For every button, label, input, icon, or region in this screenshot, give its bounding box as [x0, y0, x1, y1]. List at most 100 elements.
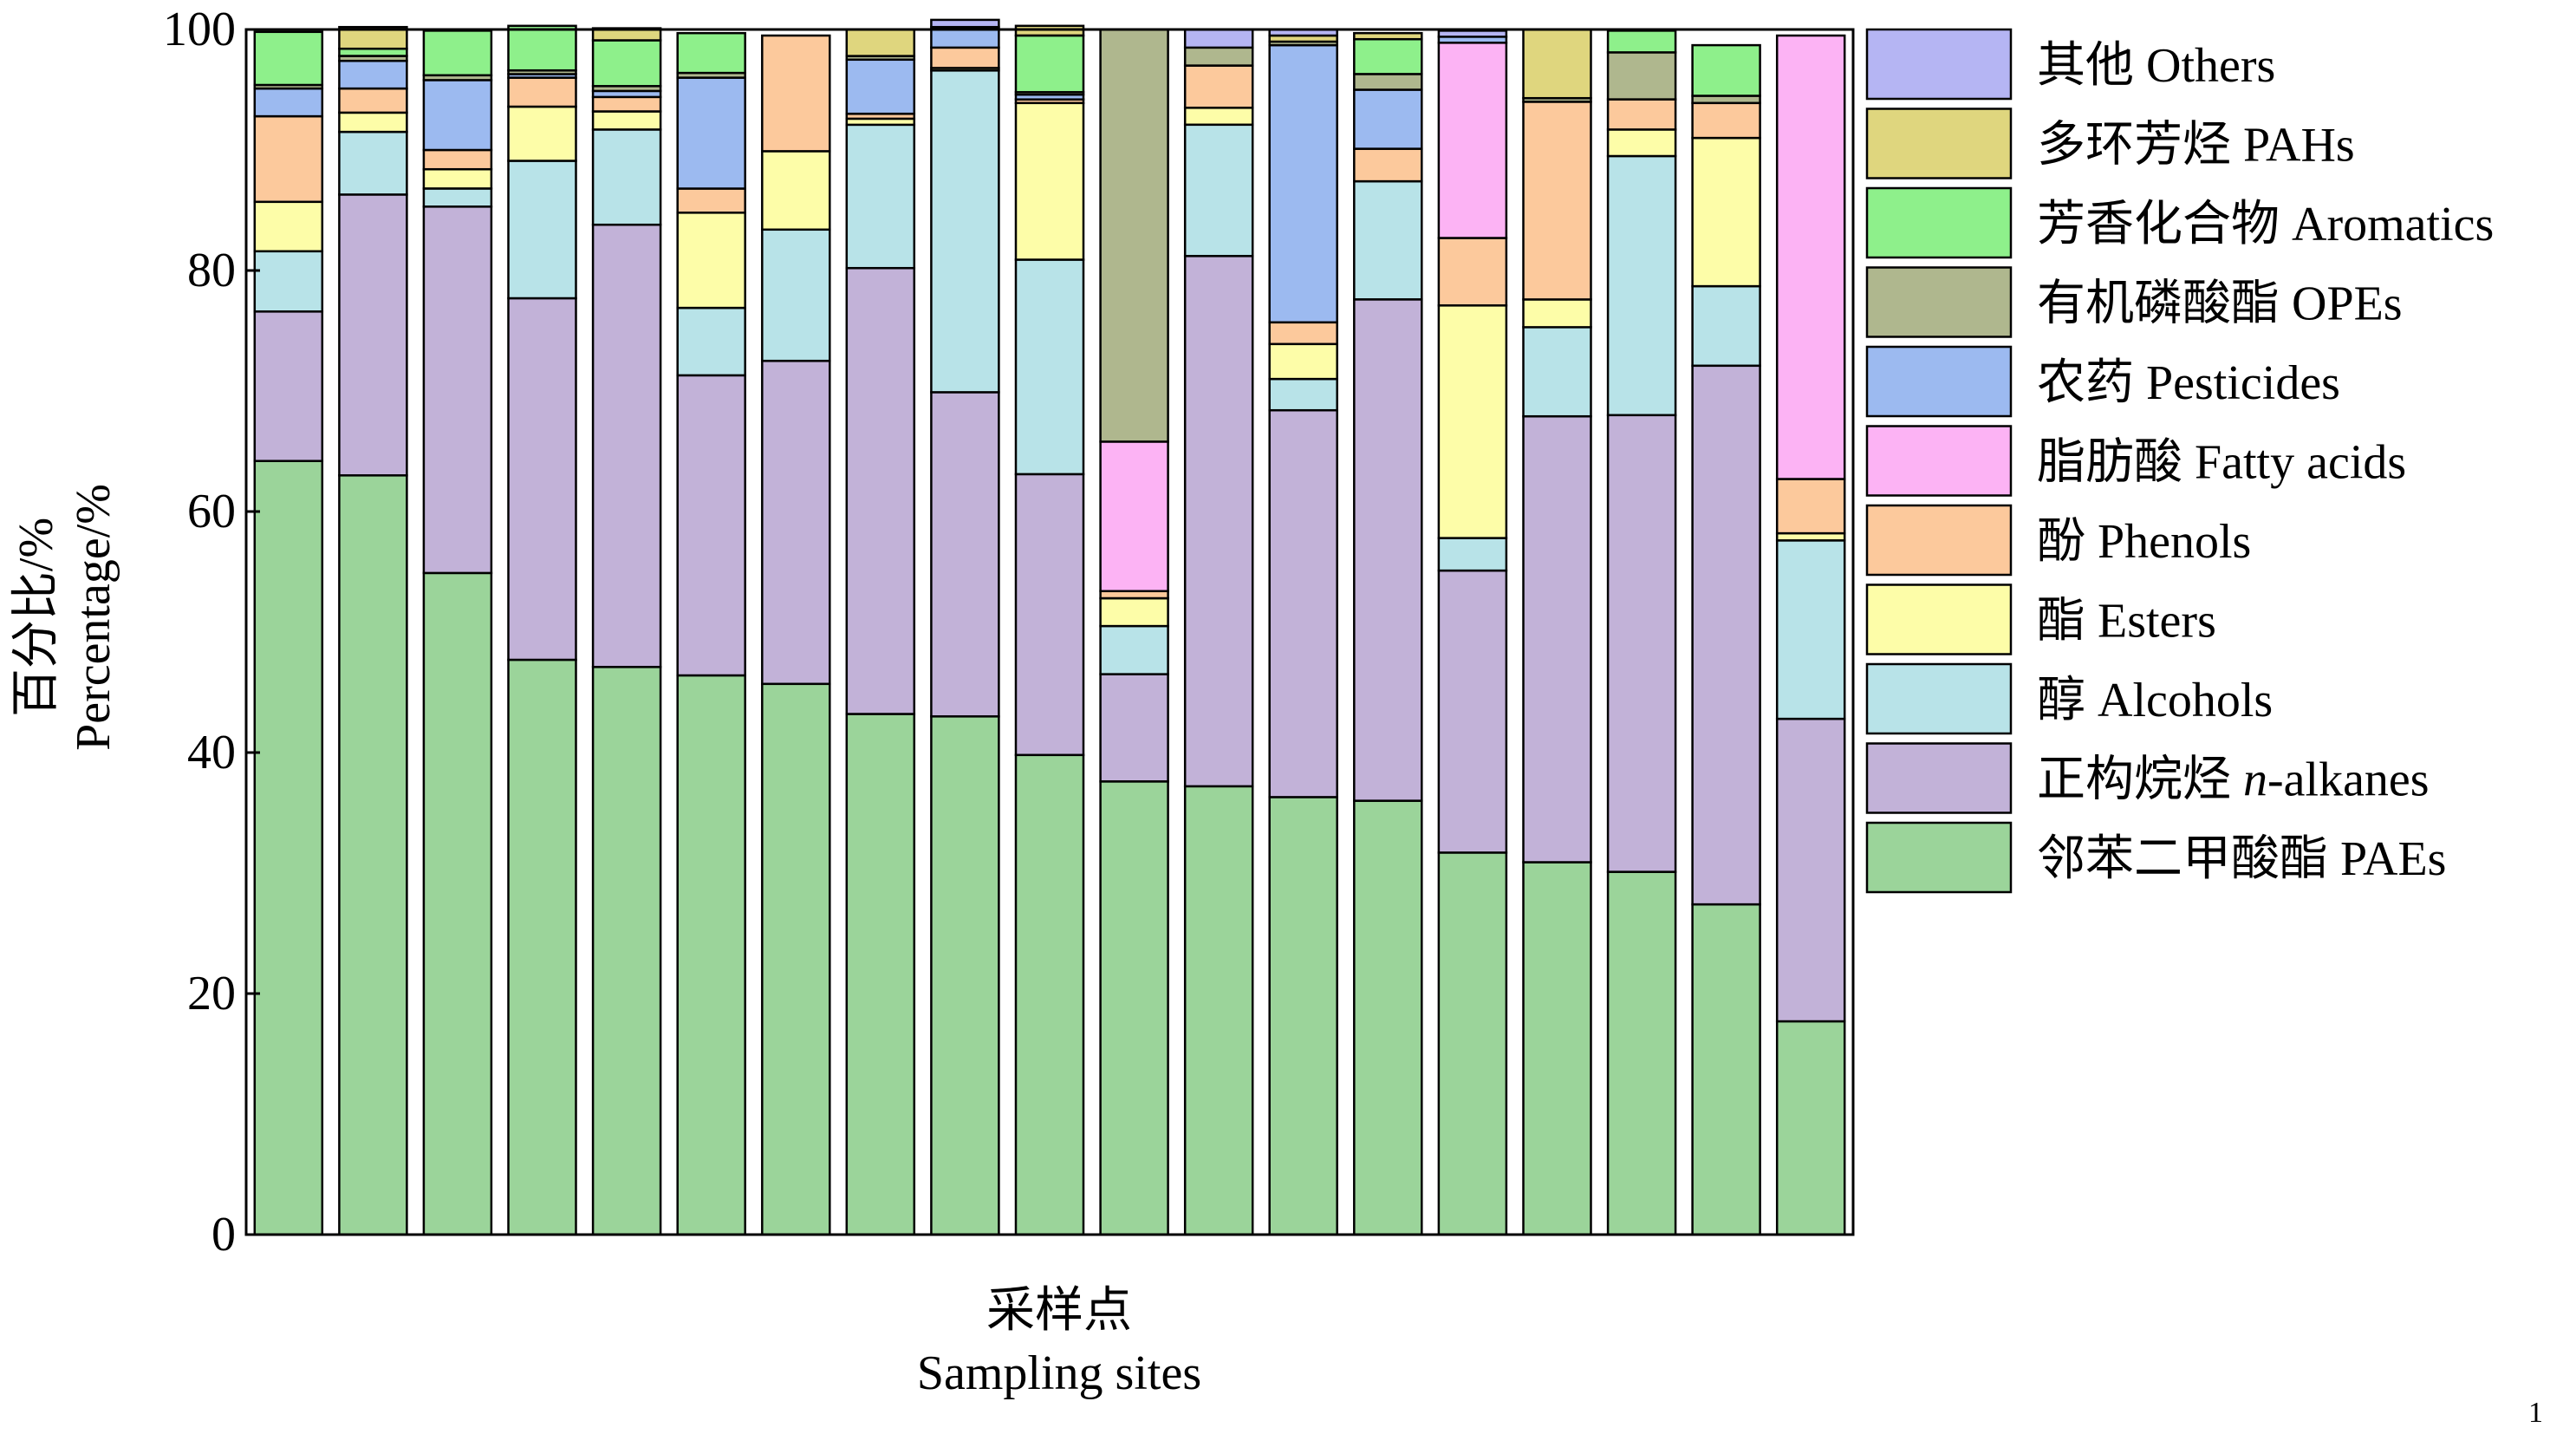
legend-item-alkanes: 正构烷烃 n-alkanes	[1865, 742, 2430, 814]
bar-segment-alkanes	[1014, 473, 1085, 757]
bar-segment-esters	[1522, 298, 1592, 329]
bar-segment-alcohols	[1268, 377, 1338, 412]
bar-segment-alcohols	[1775, 539, 1846, 720]
bar-segment-pesticides	[338, 59, 408, 90]
bar-segment-opes	[1099, 28, 1169, 443]
legend-label: 邻苯二甲酸酯 PAEs	[2037, 832, 2446, 886]
bars-layer	[253, 18, 1846, 1236]
legend-label: 醇 Alcohols	[2037, 674, 2273, 727]
bar-segment-alkanes	[422, 205, 493, 575]
bar-segment-aromatics	[253, 30, 324, 87]
bar-stack	[1691, 43, 1761, 1236]
bar-segment-esters	[1014, 101, 1085, 261]
bar-segment-paes	[1606, 870, 1677, 1236]
bar-segment-phenols	[591, 95, 662, 113]
bar-segment-paes	[1691, 903, 1761, 1236]
bar-segment-alcohols	[1691, 284, 1761, 368]
bar-segment-esters	[507, 105, 577, 162]
bar-stack	[761, 34, 831, 1236]
bar-segment-phenols	[253, 114, 324, 204]
legend-item-pahs: 多环芳烃 PAHs	[1865, 108, 2355, 179]
bar-segment-phenols	[1268, 321, 1338, 346]
bar-segment-alkanes	[1775, 717, 1846, 1023]
bar-segment-esters	[1437, 304, 1508, 539]
legend-item-fatty_acids: 脂肪酸 Fatty acids	[1865, 425, 2406, 497]
bar-stack	[338, 25, 408, 1236]
bar-segment-esters	[1183, 107, 1254, 127]
bar-segment-paes	[1183, 785, 1254, 1236]
bar-stack	[422, 29, 493, 1236]
bar-segment-others	[930, 18, 1000, 29]
bar-segment-alcohols	[845, 123, 916, 270]
axes-layer: 0 20 40 60 80 100	[163, 3, 1855, 1261]
legend-label: 正构烷烃 n-alkanes	[2037, 753, 2430, 807]
bar-stack	[1268, 28, 1338, 1236]
bar-segment-esters	[338, 111, 408, 134]
bar-segment-fatty_acids	[1437, 42, 1508, 239]
bar-segment-esters	[1606, 128, 1677, 158]
bar-segment-phenols	[761, 34, 831, 153]
bar-segment-aromatics	[1353, 37, 1423, 75]
bar-segment-pesticides	[253, 87, 324, 118]
bar-stack	[1522, 28, 1592, 1236]
legend-label: 酚 Phenols	[2037, 515, 2251, 569]
y-tick-label: 0	[211, 1208, 236, 1261]
bar-segment-paes	[1014, 753, 1085, 1236]
bar-segment-aromatics	[1606, 29, 1677, 54]
bar-segment-alcohols	[1183, 123, 1254, 257]
bar-segment-aromatics	[1691, 43, 1761, 97]
bar-segment-aromatics	[591, 39, 662, 88]
legend-swatch	[1865, 345, 2013, 418]
bar-segment-esters	[1268, 342, 1338, 381]
y-tick-label: 40	[187, 726, 236, 779]
bar-segment-alkanes	[761, 360, 831, 686]
bar-segment-phenols	[1691, 101, 1761, 140]
y-axis-title-en: Percentage/%	[67, 484, 120, 751]
y-tick-label: 80	[187, 244, 236, 297]
legend-swatch	[1865, 583, 2013, 655]
legend-swatch	[1865, 108, 2013, 179]
bar-stack	[930, 18, 1000, 1236]
legend-swatch	[1865, 821, 2013, 894]
bar-segment-phenols	[1606, 98, 1677, 131]
bar-segment-pesticides	[1268, 43, 1338, 324]
bar-segment-paes	[253, 460, 324, 1236]
plot-frame	[244, 28, 1855, 1236]
x-axis-title-en: Sampling sites	[917, 1346, 1201, 1400]
bar-segment-alcohols	[338, 130, 408, 196]
bar-segment-paes	[1437, 851, 1508, 1236]
bar-segment-esters	[761, 150, 831, 231]
bar-segment-aromatics	[676, 31, 746, 75]
bar-stack	[1606, 29, 1677, 1236]
bar-segment-alkanes	[591, 223, 662, 668]
bar-segment-paes	[845, 713, 916, 1236]
bar-segment-alkanes	[1522, 414, 1592, 864]
bar-segment-phenols	[507, 76, 577, 108]
bar-segment-pahs	[845, 28, 916, 57]
bar-segment-alcohols	[1437, 537, 1508, 572]
bar-segment-alkanes	[507, 297, 577, 662]
legend-swatch	[1865, 662, 2013, 735]
legend: 其他 Others 多环芳烃 PAHs 芳香化合物 Aromatics 有机磷酸酯 O…	[1865, 28, 2494, 894]
bar-segment-paes	[1268, 796, 1338, 1236]
legend-label: 农药 Pesticides	[2037, 356, 2340, 410]
y-tick-label: 60	[187, 485, 236, 538]
legend-swatch	[1865, 266, 2013, 338]
bar-stack	[591, 27, 662, 1236]
bar-segment-alcohols	[1353, 179, 1423, 301]
bar-segment-paes	[1522, 861, 1592, 1236]
bar-stack	[253, 30, 324, 1236]
bar-segment-esters	[422, 167, 493, 190]
bar-segment-paes	[761, 682, 831, 1236]
bar-segment-pesticides	[930, 28, 1000, 49]
bar-segment-alkanes	[1183, 255, 1254, 788]
bar-segment-fatty_acids	[1775, 34, 1846, 480]
bar-stack	[845, 28, 916, 1236]
bar-segment-phenols	[1437, 237, 1508, 307]
bar-stack	[1014, 24, 1085, 1236]
bar-segment-paes	[1775, 1020, 1846, 1236]
bar-segment-alkanes	[1353, 298, 1423, 802]
bar-segment-alcohols	[1099, 624, 1169, 675]
bar-segment-pesticides	[422, 79, 493, 152]
legend-item-alcohols: 醇 Alcohols	[1865, 662, 2273, 735]
